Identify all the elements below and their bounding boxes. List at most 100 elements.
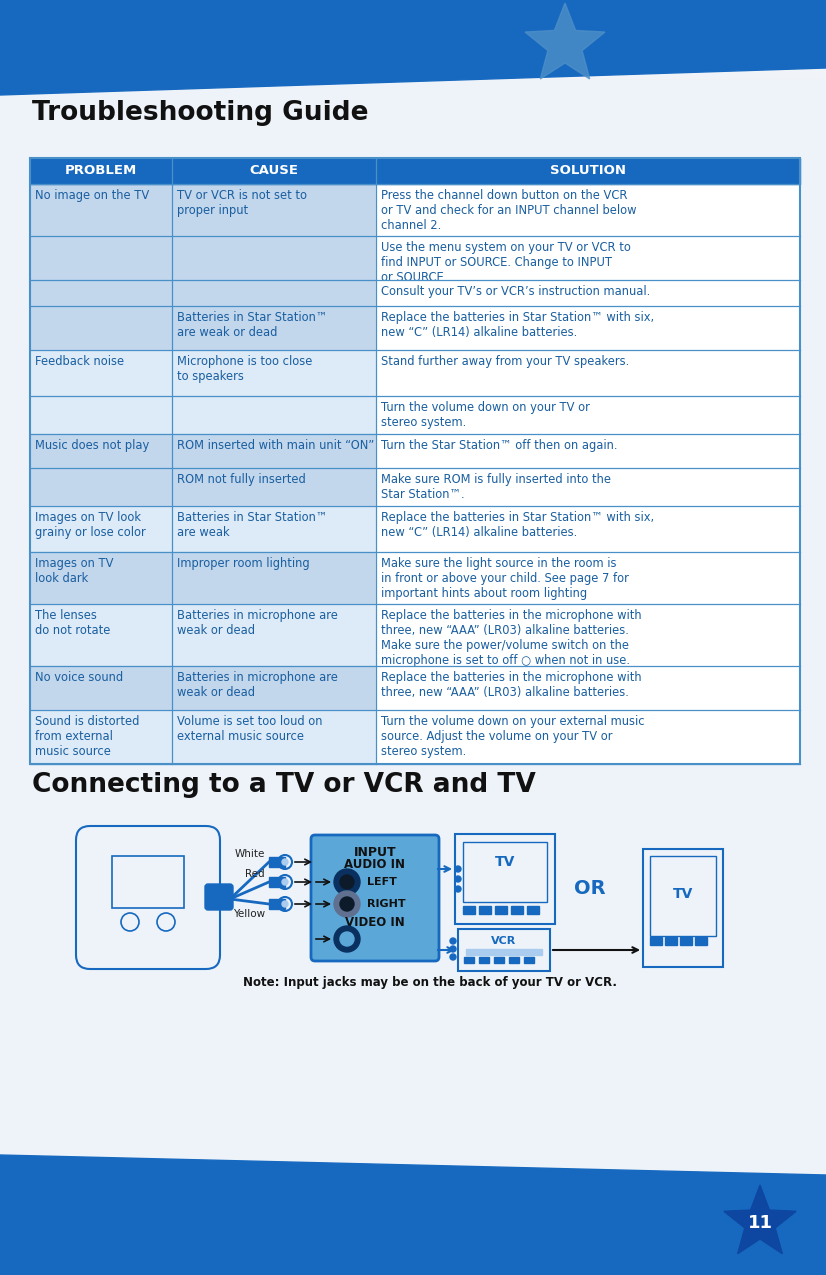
Bar: [464, 958, 474, 963]
Text: Replace the batteries in Star Station™ with six,
new “C” (LR14) alkaline batteri: Replace the batteries in Star Station™ w…: [381, 311, 654, 339]
Text: LEFT: LEFT: [367, 877, 396, 887]
Text: RIGHT: RIGHT: [367, 899, 406, 909]
Bar: [650, 856, 716, 936]
Bar: [511, 907, 523, 914]
Text: Images on TV
look dark: Images on TV look dark: [35, 557, 113, 585]
Bar: [458, 929, 550, 972]
Text: VCR: VCR: [491, 936, 516, 946]
Text: Batteries in Star Station™
are weak: Batteries in Star Station™ are weak: [177, 511, 327, 539]
Text: ROM inserted with main unit “ON”: ROM inserted with main unit “ON”: [177, 439, 374, 453]
Bar: [30, 710, 172, 764]
Bar: [455, 834, 555, 924]
Bar: [376, 306, 800, 351]
Text: Consult your TV’s or VCR’s instruction manual.: Consult your TV’s or VCR’s instruction m…: [381, 286, 650, 298]
Bar: [695, 937, 707, 945]
Bar: [479, 958, 489, 963]
Bar: [376, 468, 800, 506]
Circle shape: [340, 932, 354, 946]
Circle shape: [282, 901, 288, 907]
Polygon shape: [724, 1184, 796, 1253]
Bar: [376, 506, 800, 552]
Text: Batteries in microphone are
weak or dead: Batteries in microphone are weak or dead: [177, 671, 338, 699]
Bar: [172, 184, 376, 306]
Bar: [376, 280, 800, 306]
Bar: [376, 351, 800, 397]
Bar: [172, 506, 376, 552]
Text: SOLUTION: SOLUTION: [550, 164, 626, 177]
Bar: [527, 907, 539, 914]
Bar: [643, 849, 723, 966]
Text: PROBLEM: PROBLEM: [65, 164, 137, 177]
Text: VIDEO IN: VIDEO IN: [345, 915, 405, 928]
Circle shape: [450, 938, 456, 944]
Polygon shape: [0, 1155, 826, 1275]
Bar: [376, 434, 800, 468]
Text: ROM not fully inserted: ROM not fully inserted: [177, 473, 306, 486]
Text: Music does not play: Music does not play: [35, 439, 150, 453]
Circle shape: [282, 859, 288, 864]
Bar: [524, 958, 534, 963]
Text: Make sure the light source in the room is
in front or above your child. See page: Make sure the light source in the room i…: [381, 557, 629, 601]
Bar: [30, 158, 800, 764]
Text: Turn the volume down on your TV or
stereo system.: Turn the volume down on your TV or stere…: [381, 402, 590, 428]
Circle shape: [450, 954, 456, 960]
Bar: [172, 604, 376, 666]
Bar: [172, 710, 376, 764]
Text: Connecting to a TV or VCR and TV: Connecting to a TV or VCR and TV: [32, 771, 536, 798]
Bar: [376, 666, 800, 710]
Bar: [30, 351, 172, 434]
Bar: [172, 552, 376, 604]
Circle shape: [340, 898, 354, 912]
Text: Stand further away from your TV speakers.: Stand further away from your TV speakers…: [381, 354, 629, 368]
Text: 11: 11: [748, 1214, 772, 1232]
Text: Feedback noise: Feedback noise: [35, 354, 124, 368]
Text: TV or VCR is not set to
proper input: TV or VCR is not set to proper input: [177, 189, 307, 217]
Text: Batteries in microphone are
weak or dead: Batteries in microphone are weak or dead: [177, 609, 338, 638]
Bar: [30, 552, 172, 604]
Bar: [376, 397, 800, 434]
Text: CAUSE: CAUSE: [249, 164, 298, 177]
Bar: [172, 158, 376, 184]
Circle shape: [340, 875, 354, 889]
Bar: [665, 937, 677, 945]
Text: Improper room lighting: Improper room lighting: [177, 557, 310, 570]
FancyBboxPatch shape: [205, 884, 233, 910]
Text: Volume is set too loud on
external music source: Volume is set too loud on external music…: [177, 715, 322, 743]
Bar: [30, 506, 172, 552]
Text: Replace the batteries in the microphone with
three, new “AAA” (LR03) alkaline ba: Replace the batteries in the microphone …: [381, 609, 642, 667]
Text: Make sure ROM is fully inserted into the
Star Station™.: Make sure ROM is fully inserted into the…: [381, 473, 611, 501]
Bar: [30, 604, 172, 666]
Text: Batteries in Star Station™
are weak or dead: Batteries in Star Station™ are weak or d…: [177, 311, 327, 339]
Text: White: White: [235, 849, 265, 859]
Text: Replace the batteries in Star Station™ with six,
new “C” (LR14) alkaline batteri: Replace the batteries in Star Station™ w…: [381, 511, 654, 539]
Text: TV: TV: [495, 856, 515, 870]
Bar: [479, 907, 491, 914]
Bar: [112, 856, 184, 908]
Bar: [172, 351, 376, 434]
Bar: [172, 434, 376, 468]
Text: No voice sound: No voice sound: [35, 671, 123, 683]
Text: Note: Input jacks may be on the back of your TV or VCR.: Note: Input jacks may be on the back of …: [243, 975, 617, 989]
Bar: [376, 552, 800, 604]
Text: Troubleshooting Guide: Troubleshooting Guide: [32, 99, 368, 126]
Bar: [0, 80, 826, 1179]
Bar: [650, 937, 662, 945]
Bar: [495, 907, 507, 914]
Text: Turn the Star Station™ off then on again.: Turn the Star Station™ off then on again…: [381, 439, 618, 453]
Text: The lenses
do not rotate: The lenses do not rotate: [35, 609, 111, 638]
Bar: [30, 184, 172, 351]
Bar: [466, 949, 542, 955]
Text: Press the channel down button on the VCR
or TV and check for an INPUT channel be: Press the channel down button on the VCR…: [381, 189, 637, 232]
Text: Yellow: Yellow: [233, 909, 265, 919]
Circle shape: [334, 891, 360, 917]
Bar: [376, 604, 800, 666]
Circle shape: [455, 886, 461, 892]
Text: No image on the TV: No image on the TV: [35, 189, 150, 201]
Text: Use the menu system on your TV or VCR to
find INPUT or SOURCE. Change to INPUT
o: Use the menu system on your TV or VCR to…: [381, 241, 631, 284]
Bar: [376, 184, 800, 236]
Bar: [463, 907, 475, 914]
Text: Microphone is too close
to speakers: Microphone is too close to speakers: [177, 354, 312, 382]
Text: Red: Red: [245, 870, 265, 878]
Bar: [30, 666, 172, 710]
Circle shape: [450, 946, 456, 952]
